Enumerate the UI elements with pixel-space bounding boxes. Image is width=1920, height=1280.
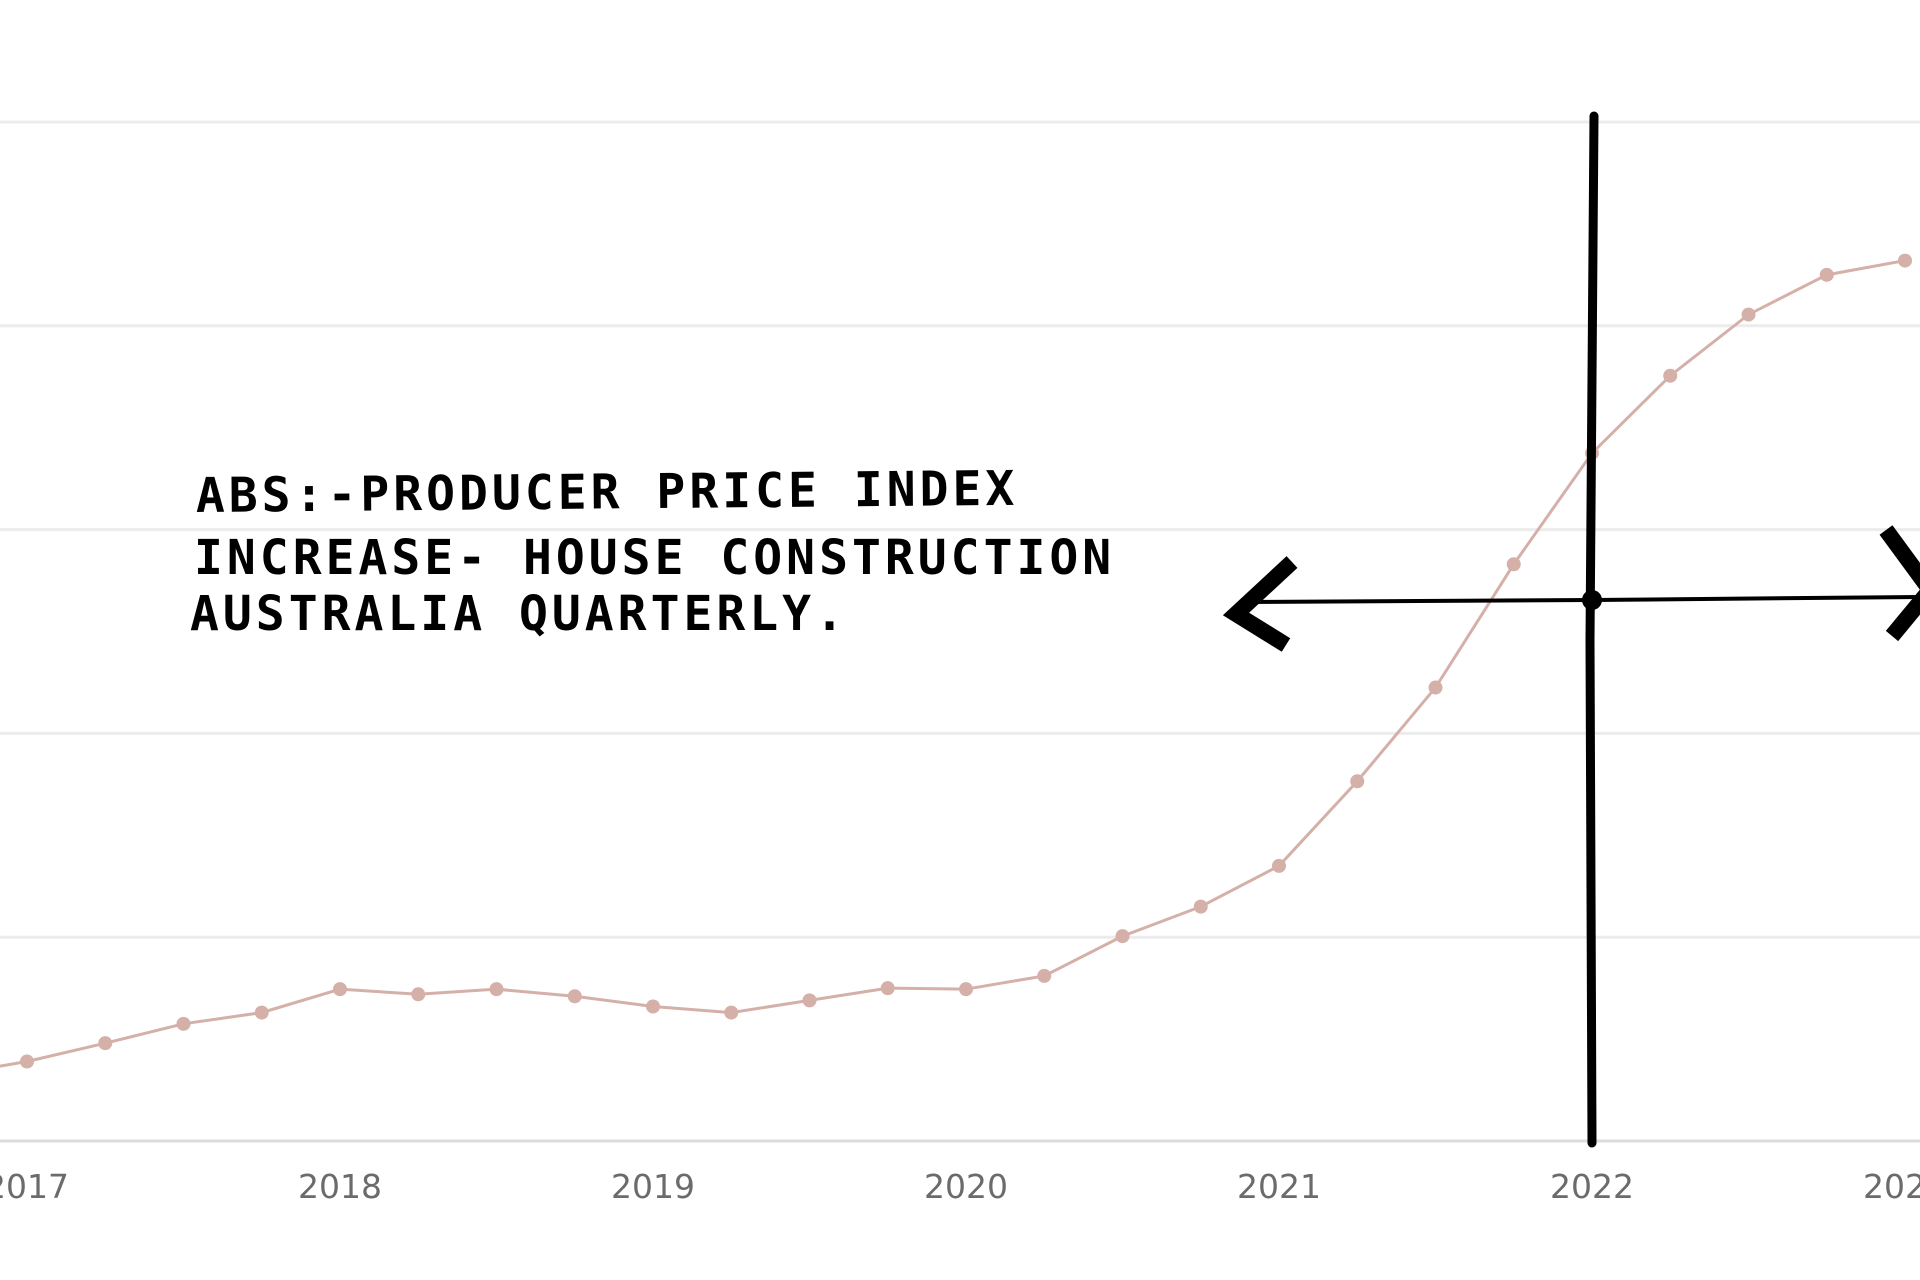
marker-dot: [1582, 590, 1602, 610]
data-point: [646, 999, 660, 1014]
data-point: [411, 987, 426, 1002]
x-tick-label: 2021: [1237, 1167, 1321, 1206]
arrow-head-right: [1879, 525, 1920, 642]
annotation-line-3: AUSTRALIA QUARTERLY.: [190, 586, 848, 642]
x-tick-label: 2022: [1550, 1167, 1634, 1206]
data-point: [959, 982, 973, 997]
annotation-line-1: ABS:-PRODUCER PRICE INDEX: [196, 461, 1019, 524]
x-tick-label: 2018: [298, 1167, 382, 1206]
data-point: [176, 1016, 191, 1031]
data-point: [1350, 774, 1365, 789]
x-tick-label: 2019: [611, 1167, 695, 1206]
data-point: [254, 1005, 269, 1020]
arrow-head-left: [1222, 556, 1298, 652]
data-point: [1663, 368, 1678, 383]
data-point: [20, 1054, 34, 1069]
data-point: [1193, 899, 1208, 914]
series-line: [0, 253, 1912, 1069]
x-tick-label: 2023: [1863, 1167, 1920, 1206]
data-point: [489, 982, 504, 997]
data-point: [880, 981, 895, 996]
data-point: [1115, 929, 1130, 944]
vertical-marker-line: [1585, 111, 1599, 1148]
data-point: [567, 989, 582, 1004]
data-point: [98, 1036, 113, 1051]
x-tick-label: 2017: [0, 1167, 69, 1206]
data-point: [1506, 557, 1521, 572]
x-tick-label: 2020: [924, 1167, 1008, 1206]
x-axis-ticks: 2017 2018 2019 2020 2021 2022 2023: [0, 1167, 1920, 1206]
horizontal-double-arrow: [1239, 595, 1920, 604]
data-point: [1272, 858, 1286, 873]
annotation-text: ABS:-PRODUCER PRICE INDEX INCREASE- HOUS…: [190, 461, 1115, 642]
series-path: [0, 259, 1906, 1068]
annotation-line-2: INCREASE- HOUSE CONSTRUCTION: [194, 530, 1115, 586]
data-point: [1428, 680, 1443, 695]
data-point: [724, 1005, 739, 1020]
data-point: [802, 993, 817, 1008]
data-point: [1819, 267, 1834, 282]
data-point: [333, 982, 347, 997]
gridlines: [0, 120, 1920, 1143]
data-point: [1037, 968, 1052, 983]
annotation-marker: [1222, 111, 1920, 1148]
data-point: [1898, 253, 1912, 268]
data-point: [1741, 307, 1756, 322]
